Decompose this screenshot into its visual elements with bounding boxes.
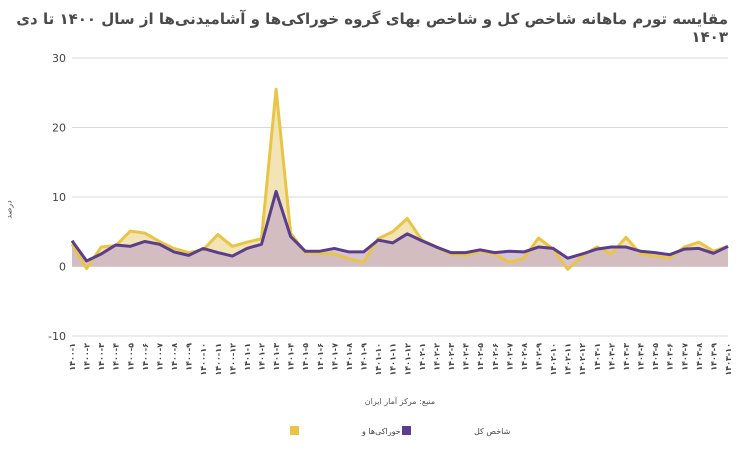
- x-tick-label: ۱۴۰۱-۱۲: [403, 343, 412, 376]
- x-tick-label: ۱۴۰۰-۴: [112, 343, 121, 371]
- chart-title: مقایسه تورم ماهانه شاخص کل و شاخص بهای گ…: [16, 10, 728, 46]
- y-tick-label: 10: [52, 191, 66, 204]
- x-tick-label: ۱۴۰۰-۲: [83, 343, 92, 371]
- x-tick-label: ۱۴۰۳-۷: [680, 343, 689, 371]
- x-tick-label: ۱۴۰۱-۹: [360, 343, 369, 371]
- x-tick-label: ۱۴۰۰-۸: [170, 343, 179, 371]
- x-tick-label: ۱۴۰۰-۱۲: [228, 343, 237, 376]
- x-tick-label: ۱۴۰۲-۹: [534, 343, 543, 371]
- x-tick-label: ۱۴۰۲-۱۲: [578, 343, 587, 376]
- legend-swatch-2: [402, 426, 411, 435]
- y-tick-label: 30: [52, 52, 66, 65]
- x-tick-label: ۱۴۰۰-۵: [126, 343, 135, 371]
- x-tick-label: ۱۴۰۰-۷: [155, 343, 164, 371]
- x-tick-label: ۱۴۰۲-۱۰: [549, 343, 558, 376]
- x-tick-label: ۱۴۰۰-۱: [68, 343, 77, 371]
- x-tick-label: ۱۴۰۳-۱۰: [724, 343, 733, 376]
- x-tick-label: ۱۴۰۳-۹: [709, 343, 718, 371]
- x-tick-label: ۱۴۰۲-۵: [476, 343, 485, 371]
- x-tick-label: ۱۴۰۱-۸: [345, 343, 354, 371]
- x-tick-label: ۱۴۰۳-۶: [666, 343, 675, 371]
- x-tick-label: ۱۴۰۳-۳: [622, 343, 631, 371]
- x-tick-label: ۱۴۰۱-۷: [330, 343, 339, 371]
- x-tick-label: ۱۴۰۲-۱: [418, 343, 427, 371]
- x-tick-label: ۱۴۰۳-۴: [637, 343, 646, 371]
- x-tick-label: ۱۴۰۱-۱: [243, 343, 252, 371]
- x-tick-label: ۱۴۰۰-۱۱: [214, 343, 223, 376]
- x-tick-label: ۱۴۰۳-۱: [593, 343, 602, 371]
- x-tick-label: ۱۴۰۰-۶: [141, 343, 150, 371]
- x-tick-label: ۱۴۰۱-۱۰: [374, 343, 383, 376]
- x-tick-label: ۱۴۰۲-۳: [447, 343, 456, 371]
- x-tick-label: ۱۴۰۲-۲: [432, 343, 441, 371]
- legend-label-1: خوراکی‌ها و: [361, 427, 401, 436]
- series-line-2: [70, 189, 729, 263]
- x-tick-label: ۱۴۰۳-۸: [695, 343, 704, 371]
- x-tick-label: ۱۴۰۲-۷: [505, 343, 514, 371]
- x-tick-label: ۱۴۰۱-۵: [301, 343, 310, 371]
- x-tick-label: ۱۴۰۱-۲: [258, 343, 267, 371]
- y-tick-label: 0: [59, 261, 66, 274]
- legend-swatch-1: [290, 426, 299, 435]
- x-tick-label: ۱۴۰۲-۶: [491, 343, 500, 371]
- x-tick-label: ۱۴۰۱-۶: [316, 343, 325, 371]
- x-tick-label: ۱۴۰۲-۸: [520, 343, 529, 371]
- x-tick-label: ۱۴۰۰-۱۰: [199, 343, 208, 376]
- x-tick-label: ۱۴۰۳-۵: [651, 343, 660, 371]
- y-tick-label: -10: [48, 330, 66, 343]
- series-area-2: [72, 191, 728, 267]
- x-tick-label: ۱۴۰۱-۳: [272, 343, 281, 371]
- x-tick-label: ۱۴۰۰-۹: [185, 343, 194, 371]
- x-tick-label: ۱۴۰۱-۱۱: [389, 343, 398, 376]
- x-tick-label: ۱۴۰۲-۴: [462, 343, 471, 371]
- legend-label-2: شاخص کل: [474, 427, 511, 436]
- x-tick-label: ۱۴۰۲-۱۱: [564, 343, 573, 376]
- x-tick-label: ۱۴۰۱-۴: [287, 343, 296, 371]
- x-tick-label: ۱۴۰۳-۲: [607, 343, 616, 371]
- x-tick-label: ۱۴۰۰-۳: [97, 343, 106, 371]
- y-tick-label: 20: [52, 122, 66, 135]
- x-axis-label: منبع: مرکز آمار ایران: [365, 396, 435, 406]
